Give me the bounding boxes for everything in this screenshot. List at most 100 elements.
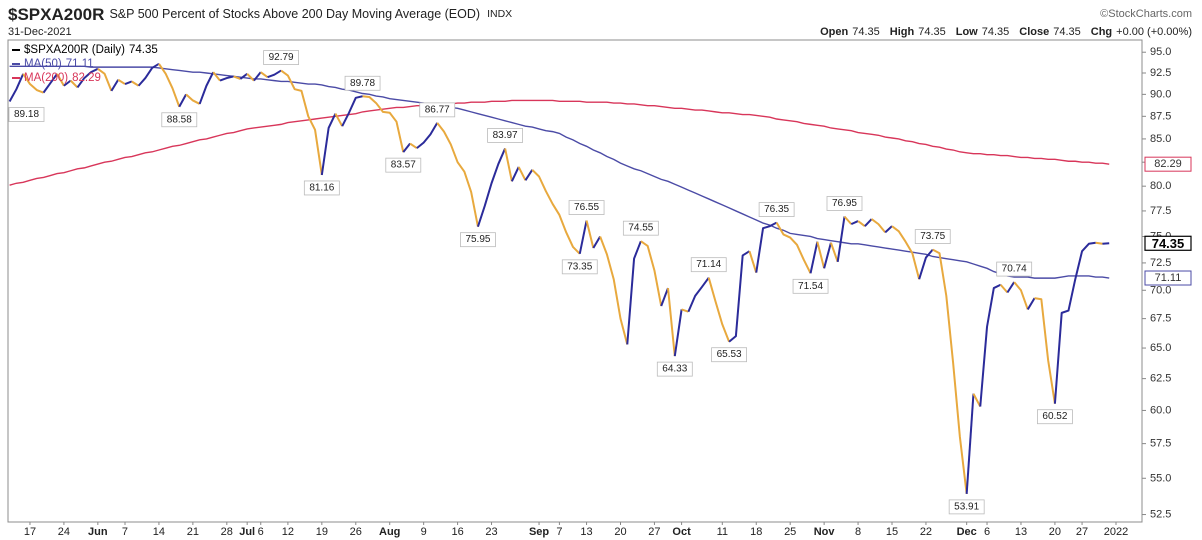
value-label: 60.52 [1042, 411, 1067, 422]
x-tick-label: 20 [1049, 526, 1061, 538]
value-label: 83.97 [493, 130, 518, 141]
header-line: $SPXA200R S&P 500 Percent of Stocks Abov… [8, 5, 512, 24]
value-label: 86.77 [425, 104, 450, 115]
line-up-segment [267, 69, 282, 79]
quote-line: Open 74.35 High 74.35 Low 74.35 Close 74.35 Chg +… [820, 26, 1192, 38]
x-tick-label: 25 [784, 526, 796, 538]
value-label-box [385, 157, 422, 173]
quote-value: 74.35 [982, 26, 1010, 38]
date: 31-Dec-2021 [8, 26, 72, 38]
line-up-segment [110, 79, 120, 92]
line-down-segment [1013, 281, 1029, 310]
legend-name: MA(200) [24, 72, 68, 84]
ma-line [9, 65, 1110, 279]
value-label: 83.57 [391, 160, 416, 171]
last-value-label: 82.29 [1154, 158, 1182, 170]
y-tick-label: 80.0 [1150, 180, 1171, 192]
line-down-segment [999, 284, 1009, 294]
y-tick-label: 90.0 [1150, 88, 1171, 100]
x-tick-label: 28 [221, 526, 233, 538]
quote-value: 74.35 [1053, 26, 1081, 38]
line-up-segment [755, 221, 778, 273]
x-tick-label: Oct [672, 526, 691, 538]
line-down-segment [932, 248, 968, 494]
y-tick-label: 55.0 [1150, 472, 1171, 484]
last-value-box [1144, 235, 1192, 251]
x-tick-label: 13 [580, 526, 592, 538]
x-tick-label: 20 [614, 526, 626, 538]
y-tick-label: 60.0 [1150, 404, 1171, 416]
line-up-segment [239, 73, 248, 80]
line-down-segment [409, 142, 418, 149]
line-up-segment [578, 220, 588, 255]
line-up-segment [979, 283, 1002, 407]
line-up-segment [864, 218, 873, 227]
quote-label: Low [956, 26, 978, 38]
x-tick-label: 12 [282, 526, 294, 538]
legend-entry: MA(200) 82.29 [24, 72, 101, 84]
x-tick-label: 24 [58, 526, 70, 538]
legend-name: MA(50) [24, 58, 62, 70]
line-up-segment [219, 75, 234, 82]
value-label: 73.75 [920, 231, 945, 242]
quote-value: +0.00 (+0.00%) [1116, 26, 1192, 38]
y-tick-label: 77.5 [1150, 205, 1171, 217]
value-label-box [263, 50, 300, 65]
line-up-segment [850, 220, 859, 226]
line-up-segment [137, 62, 160, 87]
line-down-segment [585, 220, 595, 249]
value-label: 76.55 [574, 202, 599, 213]
line-up-segment [660, 287, 669, 307]
line-up-segment [673, 309, 683, 357]
value-label-box [792, 278, 829, 294]
line-down-segment [131, 80, 140, 87]
value-label: 89.18 [14, 109, 39, 120]
value-label-box [622, 220, 659, 236]
value-label-box [690, 257, 727, 273]
line-up-segment [965, 393, 975, 494]
line-down-segment [972, 393, 982, 408]
x-tick-label: 7 [122, 526, 128, 538]
line-down-segment [212, 71, 221, 82]
x-tick-label: 9 [421, 526, 427, 538]
line-down-segment [260, 71, 269, 79]
line-down-segment [843, 215, 853, 225]
value-label-box [996, 261, 1033, 277]
x-tick-label: 14 [153, 526, 165, 538]
x-tick-label: 15 [886, 526, 898, 538]
line-up-segment [524, 169, 534, 181]
value-label-box [758, 202, 795, 217]
quote-label: Close [1019, 26, 1049, 38]
value-label: 76.95 [832, 198, 857, 209]
legend-value: 82.29 [72, 72, 101, 84]
value-label-box [826, 196, 863, 211]
quote-value: 74.35 [852, 26, 880, 38]
line-down-segment [362, 95, 405, 153]
line-down-segment [748, 250, 758, 273]
line-up-segment [918, 248, 934, 280]
x-tick-label: 11 [717, 526, 728, 538]
legend-name: $SPXA200R (Daily) [24, 44, 125, 56]
value-label: 92.79 [269, 52, 294, 63]
value-label-box [419, 102, 456, 118]
y-tick-label: 70.0 [1150, 284, 1171, 296]
chart-title: S&P 500 Percent of Stocks Above 200 Day … [109, 7, 480, 21]
x-tick-label: 6 [984, 526, 990, 538]
y-tick-label: 85.0 [1150, 133, 1171, 145]
line-up-segment [341, 95, 363, 127]
y-tick-label: 57.5 [1150, 438, 1171, 450]
line-down-segment [97, 67, 113, 92]
last-value-label: 74.35 [1152, 236, 1185, 251]
value-label-box [561, 259, 598, 275]
x-tick-label: 6 [258, 526, 264, 538]
value-label: 65.53 [717, 349, 742, 360]
value-label-box [344, 75, 381, 91]
quote-label: Open [820, 26, 848, 38]
line-down-segment [280, 69, 323, 176]
line-down-segment [775, 222, 812, 274]
value-label-box [303, 180, 340, 196]
x-tick-label: 23 [485, 526, 497, 538]
value-label: 76.35 [764, 204, 789, 215]
line-up-segment [178, 93, 187, 108]
